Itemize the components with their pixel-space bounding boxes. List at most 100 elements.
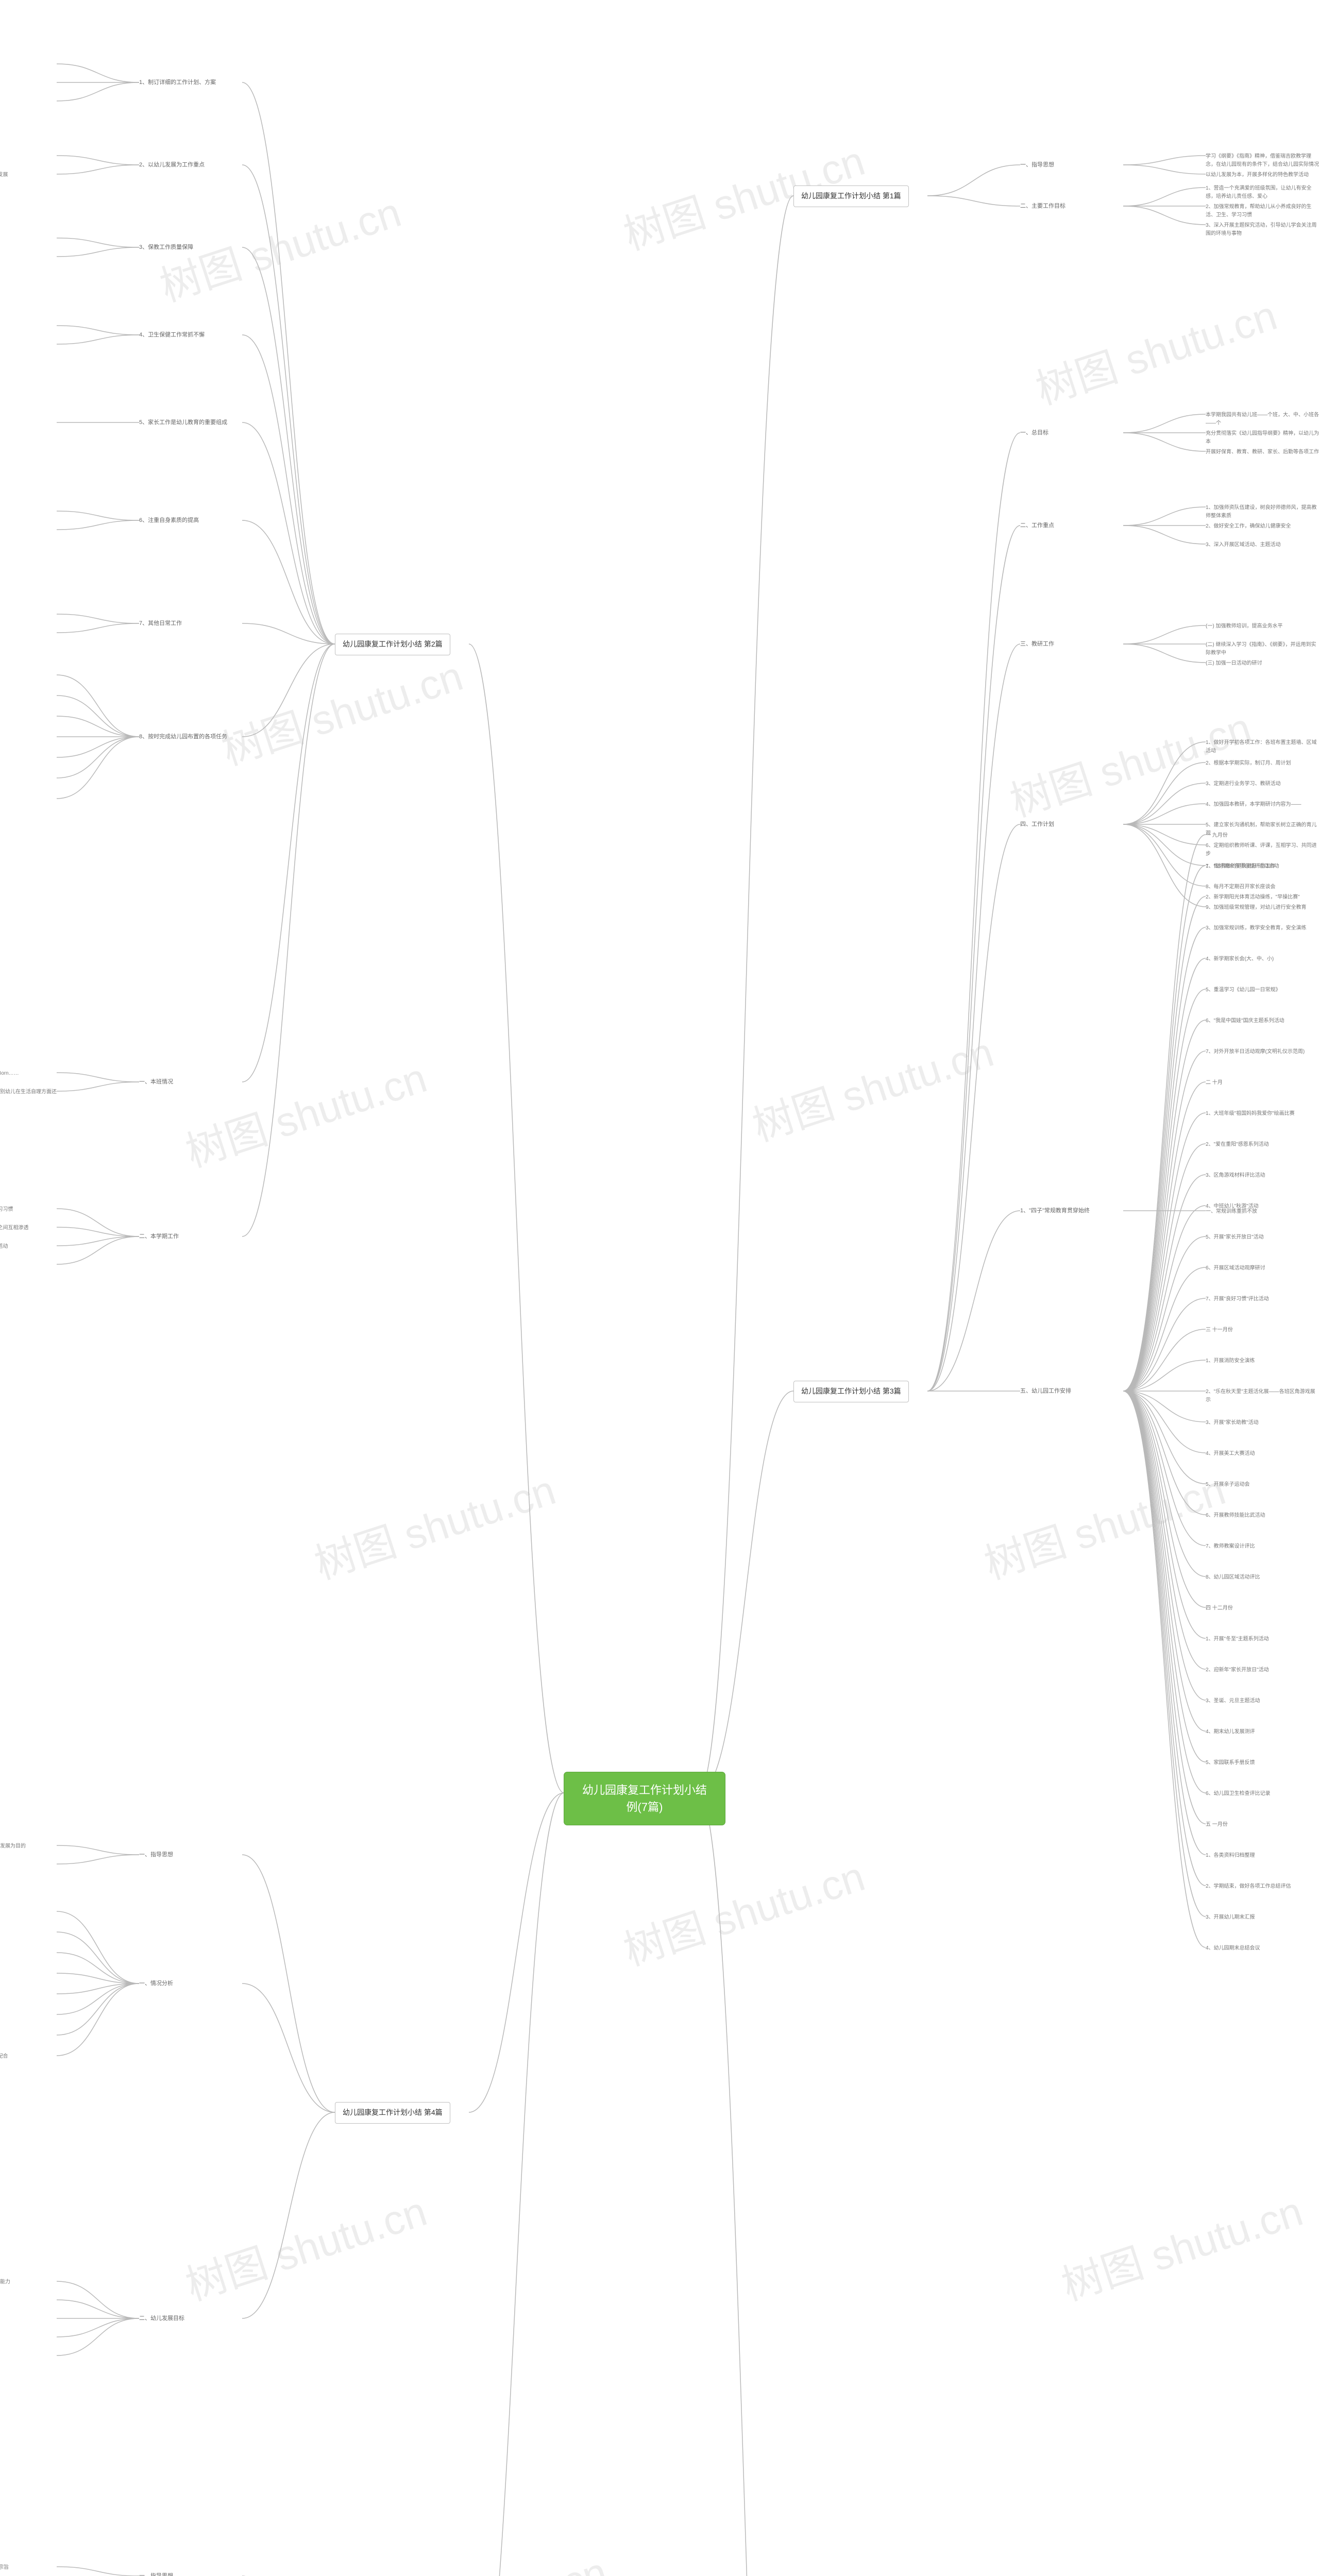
leaf-node: 2、新学期阳光体育活动操练，"早操比赛" <box>1206 893 1300 902</box>
leaf-node: 6、"我是中国娃"国庆主题系列活动 <box>1206 1017 1284 1025</box>
sub-node: 一、总目标 <box>1020 429 1049 437</box>
leaf-node: 三 十一月份 <box>1206 1326 1233 1334</box>
leaf-node: 8、幼儿园区域活动评比 <box>1206 1573 1260 1582</box>
leaf-node: 1、各类资料归档整理 <box>1206 1852 1255 1860</box>
leaf-node: 4、中班幼儿"秋游"活动 <box>1206 1202 1259 1211</box>
sub-node: 二、工作重点 <box>1020 521 1054 530</box>
leaf-node: 4、新学期家长会(大、中、小) <box>1206 955 1274 963</box>
watermark: 树图 shutu.cn <box>1027 282 1283 416</box>
leaf-node: 学习《纲要》《指南》精神，借鉴瑞吉欧教学理念，在幼儿园现有的条件下，结合幼儿园实… <box>1206 152 1319 169</box>
leaf-node: 通过小班一年的学习，幼儿在常规上有了较大进步，但个别幼儿在生活自理方面还有待加强 <box>0 1088 57 1105</box>
watermark: 树图 shutu.cn <box>976 1457 1232 1591</box>
leaf-node: 开展好保育、教育、教研、家长、后勤等各项工作 <box>1206 448 1319 456</box>
sub-node: 3、保教工作质量保障 <box>139 243 193 252</box>
leaf-node: 二 十月 <box>1206 1079 1223 1087</box>
leaf-node: 本学期我园共有幼儿班——个班，大、中、小班各——个 <box>1206 411 1319 428</box>
leaf-node: 2、迎新年"家长开放日"活动 <box>1206 1666 1269 1674</box>
leaf-node: 1、营造一个充满爱的班级氛围，让幼儿有安全感，培养幼儿责任感、爱心 <box>1206 184 1319 201</box>
leaf-node: 2、"乐在秋天里"主题活化展——各班区角游戏展示 <box>1206 1388 1319 1404</box>
leaf-node: 1、加强一日活动各环节的常规管理，注重培养良好的学习习惯 <box>0 1206 13 1214</box>
sub-node: 一、指导思想 <box>139 1851 173 1859</box>
watermark: 树图 shutu.cn <box>744 1019 1000 1153</box>
leaf-node: 1、加强师资队伍建设，树良好师德师风，提高教师整体素质 <box>1206 504 1319 520</box>
sub-node: 4、卫生保健工作常抓不懈 <box>139 331 205 340</box>
leaf-node: 3、根据幼儿的能力及兴趣分组，在活动区角开展分层次活动 <box>0 1243 8 1251</box>
leaf-node: 3、定期进行业务学习、教研活动 <box>1206 780 1281 788</box>
leaf-node: 4、开展美工大赛活动 <box>1206 1450 1255 1458</box>
leaf-node: 2、"爱在重阳"感恩系列活动 <box>1206 1141 1269 1149</box>
leaf-node: 8、每月不定期召开家长座谈会 <box>1206 883 1276 891</box>
leaf-node: 8、家长工作有待加强，个别家长对幼儿园工作不够理解配合 <box>0 2053 8 2061</box>
leaf-node: 2、有目的、有计划开展丰富有趣的主题活动，使各学科之间互相渗透 <box>0 1224 29 1232</box>
leaf-node: 1、"让我做的更快更好"活动启动 <box>1206 862 1279 871</box>
leaf-node: 5、重温学习《幼儿园一日常规》 <box>1206 986 1281 994</box>
leaf-node: (三) 加强一日活动的研讨 <box>1206 659 1262 668</box>
sub-node: 二、本学期工作 <box>139 1232 179 1241</box>
leaf-node: 3、区角游戏材料评比活动 <box>1206 1172 1265 1180</box>
branch-node: 幼儿园康复工作计划小结 第3篇 <box>793 1381 909 1402</box>
leaf-node: 6、幼儿园卫生检查评比记录 <box>1206 1790 1271 1798</box>
sub-node: 8、按时完成幼儿园布置的各项任务 <box>139 733 227 741</box>
watermark: 树图 shutu.cn <box>213 643 469 777</box>
sub-node: 5、家长工作是幼儿教育的重要组成 <box>139 418 227 427</box>
leaf-node: 2、学期结束，做好各项工作总结评估 <box>1206 1883 1291 1891</box>
sub-node: 一、指导思想 <box>1020 161 1054 170</box>
leaf-node: 9、加强班级常规管理，对幼儿进行安全教育 <box>1206 904 1307 912</box>
watermark: 树图 shutu.cn <box>177 1045 433 1179</box>
sub-node: 二、主要工作目标 <box>1020 202 1066 211</box>
leaf-node: 坚持"以人为本、服务幼儿、服务家长、服务社会"的办园宗旨 <box>0 2564 9 2572</box>
sub-node: 四、工作计划 <box>1020 820 1054 829</box>
leaf-node: 2、加强常规教育，帮助幼儿从小养成良好的生活、卫生、学习习惯 <box>1206 203 1319 219</box>
leaf-node: 5、家园联系手册反馈 <box>1206 1759 1255 1767</box>
leaf-node: 3、深入开展区域活动、主题活动 <box>1206 541 1281 549</box>
leaf-node: 5、开展"家长开放日"活动 <box>1206 1233 1264 1242</box>
root-node: 幼儿园康复工作计划小结 例(7篇) <box>564 1772 725 1825</box>
leaf-node: 6、开展教师技能比武活动 <box>1206 1512 1265 1520</box>
leaf-node: 1、开展消防安全演练 <box>1206 1357 1255 1365</box>
watermark: 树图 shutu.cn <box>177 2178 433 2312</box>
watermark: 树图 shutu.cn <box>306 1457 562 1591</box>
sub-node: 一、本班情况 <box>139 1078 173 1087</box>
leaf-node: 2、做好安全工作，确保幼儿健康安全 <box>1206 522 1291 531</box>
leaf-node: 1、做好开学初各项工作：各班布置主题墙、区域活动 <box>1206 739 1319 755</box>
sub-node: 1、"四子"常规教育贯穿始终 <box>1020 1207 1090 1215</box>
root-text: 幼儿园康复工作计划小结 例(7篇) <box>582 1784 707 1814</box>
watermark: 树图 shutu.cn <box>358 2539 614 2576</box>
leaf-node: 6、开展区域活动观摩研讨 <box>1206 1264 1265 1273</box>
branch-node: 幼儿园康复工作计划小结 第1篇 <box>793 185 909 207</box>
leaf-node: (一) 加强教师培训，提高业务水平 <box>1206 622 1282 631</box>
leaf-node: 3、加强常规训练，教学安全教育，安全演练 <box>1206 924 1307 933</box>
sub-node: 三、教研工作 <box>1020 640 1054 649</box>
sub-node: 一、指导思想 <box>139 2572 173 2576</box>
leaf-node: 6、定期组织教师听课、评课，互相学习、共同进步 <box>1206 842 1319 858</box>
leaf-node: 5、开展亲子运动会 <box>1206 1481 1250 1489</box>
leaf-node: 3、深入开展主题探究活动，引导幼儿学会关注周围的环境与事物 <box>1206 222 1319 238</box>
leaf-node: 7、对外开放半日活动观摩(文明礼仪示范周) <box>1206 1048 1305 1056</box>
sub-node: 7、其他日常工作 <box>139 619 182 628</box>
leaf-node: 3、开展"家长助教"活动 <box>1206 1419 1259 1427</box>
leaf-node: 针对不同年龄段幼儿开展体能活动, 体、智、德、美全面发展 <box>0 171 8 179</box>
leaf-node: 以《规程》、《纲要》为指导，结合本园实际，以促进幼儿发展为目的 <box>0 1842 26 1851</box>
leaf-node: 五 一月份 <box>1206 1821 1228 1829</box>
leaf-node: (二) 继续深入学习《指南》、《纲要》，并运用到实际教学中 <box>1206 641 1319 657</box>
leaf-node: 4、加强园本教研，本学期研讨内容为—— <box>1206 801 1301 809</box>
sub-node: 1、制订详细的工作计划、方案 <box>139 78 216 87</box>
branch-node: 幼儿园康复工作计划小结 第2篇 <box>335 634 450 655</box>
leaf-node: 一 九月份 <box>1206 832 1228 840</box>
leaf-node: 4、幼儿园期末总结会议 <box>1206 1944 1260 1953</box>
leaf-node: 1、开展"冬至"主题系列活动 <box>1206 1635 1269 1643</box>
leaf-node: 4、期末幼儿发展测评 <box>1206 1728 1255 1736</box>
leaf-node: 本期我班共有幼儿 —— 名，男生——名、女生——名，Born…… <box>0 1070 19 1078</box>
watermark: 树图 shutu.cn <box>1053 2178 1309 2312</box>
sub-node: 一、情况分析 <box>139 1979 173 1988</box>
sub-node: 6、注重自身素质的提高 <box>139 516 199 525</box>
leaf-node: 7、开展"良好习惯"评比活动 <box>1206 1295 1269 1303</box>
watermark: 树图 shutu.cn <box>615 1843 871 1977</box>
leaf-node: 四 十二月份 <box>1206 1604 1233 1613</box>
leaf-node: 3、圣诞、元旦主题活动 <box>1206 1697 1260 1705</box>
sub-node: 2、以幼儿发展为工作重点 <box>139 161 205 170</box>
leaf-node: 充分贯彻落实《幼儿园指导纲要》精神，以幼儿为本 <box>1206 430 1319 446</box>
sub-node: 二、幼儿发展目标 <box>139 2314 184 2323</box>
leaf-node: 2、根据本学期实际，制订月、周计划 <box>1206 759 1291 768</box>
leaf-node: 1、大班年级"祖国妈妈我爱你"绘画比赛 <box>1206 1110 1295 1118</box>
